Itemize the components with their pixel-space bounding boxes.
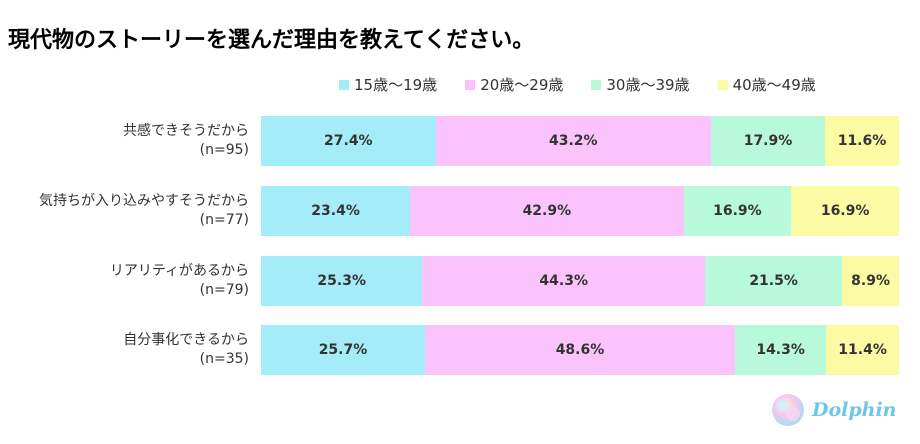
bar-segment: 17.9% [710, 116, 826, 166]
data-label: 23.4% [311, 203, 360, 219]
data-label: 8.9% [851, 273, 890, 289]
category-name: 気持ちが入り込みやすそうだから [39, 193, 249, 209]
bar-segment: 16.9% [791, 186, 899, 236]
legend-item: 20歳〜29歳 [465, 74, 563, 95]
stacked-bar: 25.7% 48.6% 14.3% 11.4% [261, 325, 899, 375]
data-label: 44.3% [539, 273, 588, 289]
legend-item: 30歳〜39歳 [591, 74, 690, 95]
bar-segment: 14.3% [735, 325, 827, 375]
data-label: 48.6% [555, 342, 605, 358]
bar-segment: 25.3% [261, 256, 423, 306]
bar-segment: 27.4% [261, 116, 436, 166]
data-label: 25.3% [317, 273, 366, 289]
data-label: 14.3% [756, 342, 805, 358]
data-label: 11.6% [837, 133, 887, 149]
bar-segment: 8.9% [842, 256, 899, 306]
legend-item: 40歳〜49歳 [717, 74, 816, 95]
data-label: 25.7% [318, 342, 368, 358]
data-label: 11.4% [838, 342, 887, 358]
category-name: 自分事化できるから [123, 332, 249, 348]
bar-segment: 23.4% [261, 186, 411, 236]
category-sample-size: (n=77) [199, 212, 249, 228]
data-label: 16.9% [713, 203, 762, 219]
bar-segment: 11.6% [825, 116, 899, 166]
category-sample-size: (n=35) [199, 351, 249, 367]
stacked-bar: 27.4% 43.2% 17.9% 11.6% [261, 116, 899, 166]
category-name: 共感できそうだから [123, 123, 249, 139]
category-label: 共感できそうだから (n=95) [0, 122, 249, 160]
category-sample-size: (n=79) [199, 282, 249, 298]
data-label: 16.9% [820, 203, 870, 219]
legend-label: 15歳〜19歳 [354, 76, 438, 94]
stacked-bar: 23.4% 42.9% 16.9% 16.9% [261, 186, 899, 236]
category-label: 自分事化できるから (n=35) [0, 331, 249, 369]
bar-segment: 11.4% [826, 325, 899, 375]
legend-swatch [591, 79, 602, 90]
dolphin-logo-icon [772, 394, 804, 426]
category-sample-size: (n=95) [199, 142, 249, 158]
data-label: 21.5% [749, 273, 798, 289]
data-label: 42.9% [522, 203, 572, 219]
category-label: 気持ちが入り込みやすそうだから (n=77) [0, 192, 249, 230]
legend-swatch [717, 79, 728, 90]
bar-segment: 16.9% [683, 186, 792, 236]
category-label: リアリティがあるから (n=79) [0, 262, 249, 300]
category-name: リアリティがあるから [109, 263, 249, 279]
chart-title: 現代物のストーリーを選んだ理由を教えてください。 [8, 28, 535, 53]
data-label: 17.9% [743, 133, 793, 149]
legend-label: 40歳〜49歳 [732, 76, 816, 94]
chart-legend: 15歳〜19歳 20歳〜29歳 30歳〜39歳 40歳〜49歳 [339, 74, 844, 95]
bar-segment: 43.2% [435, 116, 711, 166]
data-label: 43.2% [549, 133, 598, 149]
legend-swatch [339, 79, 349, 90]
brand-name: Dolphin [812, 399, 897, 421]
legend-swatch [465, 79, 476, 90]
bar-segment: 42.9% [410, 186, 684, 236]
stacked-bar: 25.3% 44.3% 21.5% 8.9% [261, 256, 899, 306]
legend-label: 20歳〜29歳 [480, 76, 564, 94]
bar-segment: 21.5% [705, 256, 843, 306]
bar-segment: 25.7% [261, 325, 425, 375]
data-label: 27.4% [324, 133, 373, 149]
bar-segment: 44.3% [422, 256, 706, 306]
legend-label: 30歳〜39歳 [606, 76, 690, 94]
bar-segment: 48.6% [424, 325, 736, 375]
legend-item: 15歳〜19歳 [339, 74, 437, 95]
brand-logo: Dolphin [770, 392, 897, 428]
